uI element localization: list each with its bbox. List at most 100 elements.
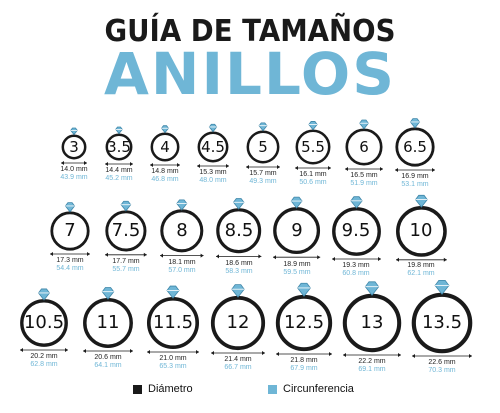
arrow-head-icon (331, 256, 335, 261)
ring-size-11: 11 20.6 mm 64.1 mm (71, 284, 145, 380)
ring-icon (216, 198, 262, 259)
ring-diameter-label: 21.8 mm (290, 357, 318, 364)
diamond-gem-icon (37, 288, 51, 301)
ring-icon (105, 200, 147, 257)
diamond-gem-icon (166, 285, 180, 299)
ring-band (295, 129, 331, 165)
ring-circumference-label: 53.1 mm (401, 181, 429, 188)
legend-circumference-label: Circunferencia (283, 383, 354, 395)
arrow-head-icon (343, 353, 346, 357)
ring-circumference-label: 58.3 mm (225, 267, 253, 275)
arrow-head-icon (395, 257, 399, 262)
arrow-head-icon (87, 252, 90, 256)
ring-band (160, 209, 204, 253)
ring-circumference-label: 51.9 mm (350, 180, 378, 187)
ring-icon (105, 126, 133, 166)
ring-icon (295, 121, 331, 170)
ring-size-3: 3 14.0 mm 43.9 mm (49, 120, 99, 192)
ring-icon (150, 125, 180, 167)
ring-circumference-label: 62.8 mm (30, 361, 58, 368)
ring-size-6-5: 6.5 16.9 mm 53.1 mm (383, 113, 447, 199)
ring-band (83, 298, 133, 348)
legend-circumference: Circunferencia (268, 383, 354, 395)
arrow-head-icon (130, 349, 133, 353)
arrow-head-icon (345, 167, 348, 171)
diamond-gem-icon (291, 197, 303, 210)
arrow-head-icon (105, 252, 109, 257)
ring-size-label: 4 (160, 137, 170, 156)
arrow-head-icon (50, 252, 53, 256)
diamond-gem-icon (349, 195, 363, 209)
ring-diameter-label: 18.9 mm (283, 260, 311, 268)
ring-circumference-label: 48.0 mm (199, 177, 227, 184)
ring-icon (345, 119, 383, 171)
arrow-head-icon (61, 161, 64, 165)
ring-size-label: 7.5 (111, 219, 141, 241)
arrow-head-icon (262, 351, 265, 355)
ring-size-11-5: 11.5 21.0 mm 65.3 mm (135, 283, 211, 381)
ring-band (146, 296, 200, 350)
ring-size-label: 9 (291, 219, 303, 241)
ring-size-7-5: 7.5 17.7 mm 55.7 mm (93, 196, 159, 284)
arrow-head-icon (130, 162, 133, 166)
arrow-head-icon (200, 253, 204, 258)
diamond-gem-icon (308, 121, 318, 131)
ring-size-4: 4 14.8 mm 46.8 mm (138, 118, 192, 194)
ring-band (273, 207, 321, 255)
arrow-head-icon (65, 348, 68, 352)
arrow-head-icon (277, 165, 280, 169)
ring-icon (275, 282, 333, 356)
ring-size-label: 8 (176, 219, 188, 241)
arrow-head-icon (258, 254, 262, 259)
arrow-head-icon (177, 163, 180, 167)
ring-diameter-label: 22.2 mm (358, 358, 386, 365)
ring-icon (61, 127, 87, 165)
ring-size-label: 4.5 (201, 137, 225, 156)
diamond-gem-icon (161, 125, 169, 134)
ring-size-8: 8 18.1 mm 57.0 mm (148, 195, 216, 285)
ring-circumference-label: 64.1 mm (94, 362, 122, 369)
arrow-head-icon (329, 352, 332, 356)
arrow-head-icon (469, 354, 472, 358)
arrow-head-icon (398, 353, 401, 357)
ring-size-label: 12.5 (283, 311, 325, 333)
ring-size-label: 11 (96, 311, 120, 333)
ring-size-7: 7 17.3 mm 54.4 mm (38, 197, 102, 283)
ring-diameter-label: 16.9 mm (401, 173, 429, 180)
page-subtitle: ANILLOS (104, 40, 396, 108)
ring-circumference-label: 50.6 mm (299, 179, 327, 186)
diamond-gem-icon (64, 202, 76, 213)
arrow-head-icon (377, 256, 381, 261)
legend-swatch-blue (268, 384, 277, 394)
ring-diameter-label: 19.3 mm (342, 261, 370, 269)
ring-size-label: 7 (64, 219, 76, 241)
ring-diameter-label: 15.7 mm (249, 170, 277, 177)
ring-size-6: 6 16.5 mm 51.9 mm (333, 114, 395, 198)
ring-size-12-5: 12.5 21.8 mm 67.9 mm (264, 281, 344, 383)
ring-size-8-5: 8.5 18.6 mm 58.3 mm (204, 194, 273, 285)
ring-diameter-label: 16.1 mm (299, 171, 327, 178)
diamond-gem-icon (258, 122, 268, 132)
diamond-gem-icon (364, 281, 380, 296)
ring-band (105, 210, 147, 252)
ring-icon (342, 281, 402, 357)
arrow-head-icon (150, 163, 153, 167)
ring-icon (210, 284, 266, 355)
arrow-head-icon (432, 168, 435, 172)
ring-size-10: 10 19.8 mm 62.1 mm (384, 192, 459, 289)
arrow-head-icon (328, 166, 331, 170)
ring-icon (273, 197, 321, 260)
ring-diameter-label: 14.8 mm (151, 168, 179, 175)
ring-diameter-label: 18.6 mm (225, 259, 253, 267)
arrow-head-icon (143, 252, 147, 257)
ring-size-label: 10 (409, 219, 433, 241)
ring-band (61, 134, 87, 160)
ring-band (150, 132, 180, 162)
diamond-gem-icon (434, 279, 450, 295)
diamond-gem-icon (208, 123, 218, 133)
legend-diameter-label: Diámetro (148, 383, 193, 395)
ring-circumference-label: 55.7 mm (112, 265, 140, 273)
diamond-gem-icon (101, 287, 115, 300)
arrow-head-icon (197, 164, 200, 168)
ring-size-label: 3 (69, 137, 79, 156)
